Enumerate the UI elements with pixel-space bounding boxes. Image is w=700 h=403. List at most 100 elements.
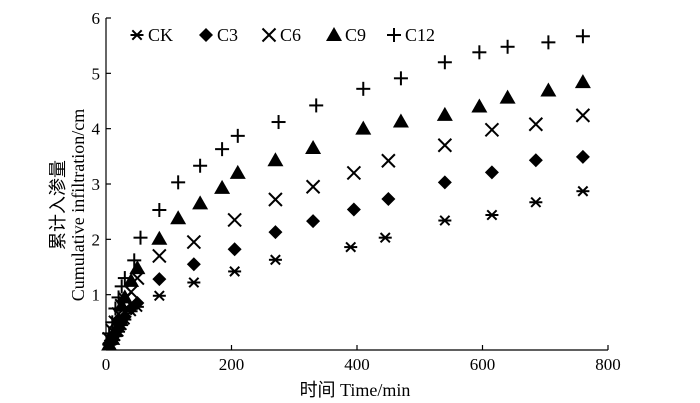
data-point-c3	[437, 175, 452, 190]
data-point-ck	[268, 254, 282, 266]
legend-item-ck: CK	[130, 25, 173, 45]
axes	[105, 18, 608, 351]
data-point-c3	[528, 153, 543, 168]
data-point-c6	[152, 248, 167, 264]
y-tick-label: 1	[92, 286, 101, 305]
data-point-c12	[271, 115, 286, 130]
data-point-ck	[438, 215, 452, 226]
y-axis-label-group: 累计入渗量 Cumulative infiltration/cm	[48, 109, 88, 301]
data-point-ck	[529, 196, 543, 208]
data-point-c3	[268, 225, 283, 240]
data-point-c12	[309, 98, 324, 113]
data-point-c3	[186, 257, 201, 272]
data-point-c6	[528, 117, 544, 132]
legend-item-c3: C3	[199, 25, 238, 45]
legend-label-c12: C12	[405, 25, 435, 45]
legend-marker-c6	[261, 27, 277, 43]
data-point-c12	[114, 279, 129, 294]
data-point-c9	[305, 140, 322, 155]
data-point-c12	[541, 35, 556, 50]
data-point-c12	[393, 71, 408, 86]
data-point-c12	[108, 301, 123, 316]
data-point-c12	[105, 315, 120, 330]
y-axis-label-cn: 累计入渗量	[48, 160, 68, 250]
data-point-c12	[472, 45, 487, 60]
data-point-c9	[104, 330, 121, 345]
series-ck	[102, 185, 590, 350]
data-point-c12	[575, 29, 590, 44]
legend-item-c12: C12	[387, 25, 435, 45]
legend-marker-c12	[387, 28, 401, 42]
data-point-ck	[344, 241, 358, 253]
data-point-ck	[576, 185, 590, 197]
data-point-c9	[574, 74, 591, 89]
series-c3	[102, 149, 590, 351]
series-c9	[101, 74, 591, 351]
data-point-c12	[230, 128, 245, 143]
x-tick-label: 0	[102, 355, 111, 374]
data-point-ck	[228, 266, 242, 277]
data-point-c3	[575, 149, 590, 164]
data-point-c12	[437, 55, 452, 70]
data-point-c9	[355, 120, 372, 135]
legend-marker-c9	[326, 27, 342, 41]
data-point-c12	[127, 253, 142, 268]
series-c6	[101, 108, 591, 347]
data-point-c9	[192, 195, 209, 210]
data-point-c12	[102, 326, 117, 341]
data-point-c12	[111, 290, 126, 305]
data-point-c12	[193, 158, 208, 173]
data-point-c3	[227, 242, 242, 257]
data-point-c12	[356, 81, 371, 96]
legend-marker-ck	[130, 29, 144, 41]
y-tick-label: 5	[92, 64, 101, 83]
data-point-c6	[186, 234, 202, 250]
y-axis-label-en: Cumulative infiltration/cm	[68, 109, 88, 301]
y-tick-label: 6	[92, 9, 101, 28]
data-point-c9	[151, 230, 168, 245]
data-point-c9	[214, 179, 231, 194]
data-point-c9	[499, 89, 516, 104]
data-point-c6	[381, 153, 396, 168]
data-point-c9	[229, 164, 246, 179]
data-point-c6	[346, 165, 362, 181]
legend-label-c9: C9	[345, 25, 366, 45]
data-point-c9	[540, 82, 557, 97]
ticks: 0 200 400 600 800 1 2 3 4 5 6	[92, 9, 621, 374]
data-point-c3	[152, 272, 167, 287]
data-point-ck	[152, 290, 166, 302]
x-tick-label: 800	[595, 355, 621, 374]
data-point-c6	[227, 212, 242, 228]
data-point-c6	[484, 122, 500, 137]
data-point-ck	[378, 232, 392, 244]
legend-item-c6: C6	[261, 25, 301, 45]
x-tick-label: 200	[219, 355, 245, 374]
y-tick-label: 4	[92, 120, 101, 139]
data-point-c3	[484, 165, 499, 180]
legend-label-c6: C6	[280, 25, 301, 45]
data-point-c12	[215, 142, 230, 157]
data-point-c3	[346, 202, 361, 217]
data-point-c9	[436, 106, 453, 121]
legend-label-c3: C3	[217, 25, 238, 45]
data-point-c6	[575, 108, 591, 123]
y-tick-label: 2	[92, 230, 101, 249]
x-axis-label: 时间 Time/min	[300, 380, 411, 400]
legend-marker-c3	[199, 28, 213, 42]
data-point-c12	[133, 230, 148, 245]
data-point-c12	[171, 175, 186, 190]
data-point-c3	[306, 214, 321, 229]
data-point-c9	[123, 272, 140, 287]
data-point-c12	[117, 271, 132, 286]
data-point-c3	[130, 295, 145, 310]
data-point-ck	[485, 209, 499, 221]
y-tick-label: 3	[92, 175, 101, 194]
data-point-c9	[170, 210, 187, 225]
data-point-c9	[471, 98, 488, 113]
x-tick-label: 600	[470, 355, 496, 374]
data-point-c9	[267, 152, 284, 167]
data-point-c3	[381, 191, 396, 206]
legend-label-ck: CK	[148, 25, 173, 45]
